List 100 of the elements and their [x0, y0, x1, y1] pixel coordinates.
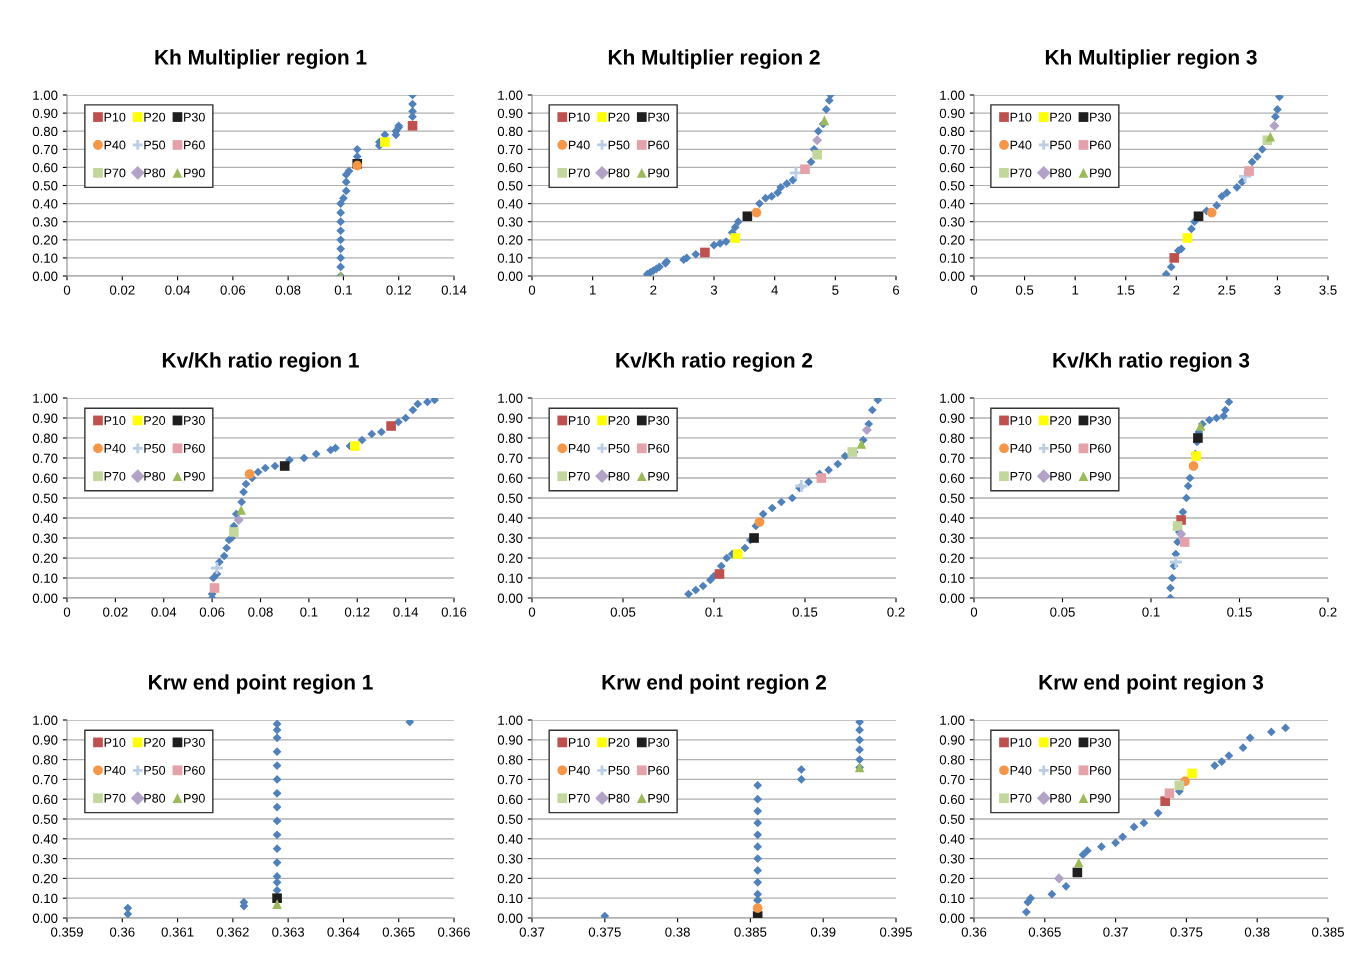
y-tick-label: 0.70	[939, 774, 965, 785]
x-tick-label: 0.2	[1319, 607, 1337, 617]
y-tick-label: 1.00	[33, 393, 58, 403]
legend-label: P60	[648, 443, 670, 453]
y-tick-label: 0.60	[939, 794, 965, 805]
y-tick-label: 0.00	[32, 913, 58, 923]
legend-label: P70	[1010, 793, 1032, 803]
legend-label: P70	[568, 471, 590, 481]
x-tick-label: 0.06	[220, 285, 246, 295]
x-tick-label: 0.5	[1015, 285, 1034, 295]
y-tick-label: 0.10	[32, 253, 58, 263]
y-tick-label: 0.40	[497, 834, 523, 844]
legend-label: P20	[144, 416, 166, 425]
y-tick-label: 0.80	[497, 126, 523, 137]
y-tick-label: 0.50	[497, 181, 523, 191]
legend-label: P30	[648, 416, 670, 425]
x-tick-label: 0.14	[393, 607, 419, 617]
y-tick-label: 0.70	[497, 774, 523, 785]
legend-label: P80	[1050, 793, 1072, 803]
legend-label: P30	[1090, 416, 1111, 425]
y-tick-label: 0.70	[497, 453, 523, 463]
x-tick-label: 2.5	[1218, 285, 1236, 295]
y-tick-label: 0.30	[939, 533, 965, 543]
legend-label: P60	[184, 443, 205, 453]
legend-label: P80	[608, 471, 630, 481]
legend-label: P10	[104, 112, 126, 122]
chart-title: Kv/Kh ratio region 2	[616, 352, 813, 372]
y-tick-label: 0.70	[939, 453, 965, 463]
y-tick-label: 0.50	[32, 181, 58, 191]
legend-label: P30	[648, 738, 670, 747]
y-tick-label: 0.70	[32, 774, 58, 785]
y-tick-label: 0.60	[939, 473, 965, 483]
legend-label: P20	[144, 112, 166, 122]
y-tick-label: 0.40	[32, 199, 58, 209]
x-tick-label: 0.1	[300, 607, 318, 617]
x-tick-label: 0.39	[810, 927, 836, 937]
x-tick-label: 0	[528, 285, 536, 295]
legend-label: P60	[1090, 140, 1111, 150]
y-tick-label: 0.50	[32, 814, 58, 824]
x-tick-label: 0.365	[382, 927, 415, 937]
x-tick-label: 0.12	[386, 285, 411, 295]
y-tick-label: 0.50	[939, 493, 965, 503]
legend-label: P40	[104, 140, 126, 150]
y-tick-label: 0.50	[939, 814, 965, 824]
y-tick-label: 0.40	[32, 834, 58, 844]
x-tick-label: 0.12	[344, 607, 370, 617]
legend-label: P50	[1050, 443, 1072, 453]
x-tick-label: 0.37	[1103, 927, 1128, 937]
legend-label: P50	[608, 765, 630, 775]
x-tick-label: 0.1	[705, 607, 723, 617]
y-tick-label: 0.10	[497, 573, 523, 583]
legend-label: P70	[104, 471, 126, 481]
x-tick-label: 0.37	[519, 927, 545, 937]
x-tick-label: 3	[1274, 285, 1281, 295]
x-tick-label: 0.38	[1244, 927, 1270, 937]
legend-label: P10	[1010, 738, 1032, 747]
x-tick-label: 0	[63, 607, 71, 617]
y-tick-label: 0.30	[497, 854, 523, 864]
x-tick-label: 0.38	[665, 927, 690, 937]
legend-label: P90	[648, 168, 670, 178]
y-tick-label: 0.10	[32, 893, 58, 904]
legend-label: P30	[1090, 112, 1111, 122]
x-tick-label: 0.14	[441, 285, 467, 295]
chart-title: Kh Multiplier region 3	[1045, 49, 1257, 69]
legend-label: P30	[184, 112, 205, 122]
y-tick-label: 0.90	[939, 735, 965, 745]
legend-label: P40	[104, 765, 126, 775]
x-tick-label: 0.2	[887, 607, 905, 617]
y-tick-label: 0.90	[497, 413, 523, 423]
x-tick-label: 0.02	[109, 285, 135, 295]
legend-label: P90	[648, 471, 670, 481]
legend-label: P50	[1050, 765, 1072, 775]
x-tick-label: 0.15	[1227, 607, 1252, 617]
legend-label: P90	[1090, 168, 1111, 178]
y-tick-label: 0.80	[939, 755, 965, 765]
y-tick-label: 0.30	[497, 533, 523, 543]
legend-label: P60	[1090, 765, 1111, 775]
y-tick-label: 0.20	[32, 873, 58, 884]
legend-label: P70	[104, 168, 126, 178]
y-tick-label: 0.90	[32, 735, 58, 745]
x-tick-label: 0.05	[1050, 607, 1075, 617]
legend-label: P40	[568, 140, 590, 150]
y-tick-label: 0.80	[497, 755, 523, 765]
x-tick-label: 0.375	[1170, 927, 1203, 937]
y-tick-label: 1.00	[940, 90, 965, 100]
x-tick-label: 0.04	[151, 607, 177, 617]
y-tick-label: 0.00	[32, 271, 58, 281]
x-tick-label: 3	[710, 285, 718, 295]
legend-label: P80	[608, 168, 630, 178]
y-tick-label: 0.10	[497, 893, 523, 904]
legend-label: P90	[1090, 793, 1111, 803]
x-tick-label: 0.05	[610, 607, 636, 617]
legend-label: P10	[1010, 416, 1032, 425]
legend-label: P70	[1010, 471, 1032, 481]
legend-label: P30	[1090, 738, 1111, 747]
y-tick-label: 0.90	[497, 108, 523, 119]
x-tick-label: 0.362	[216, 927, 249, 937]
x-tick-label: 0.08	[275, 285, 301, 295]
x-tick-label: 0.1	[1142, 607, 1160, 617]
y-tick-label: 0.60	[497, 473, 523, 483]
